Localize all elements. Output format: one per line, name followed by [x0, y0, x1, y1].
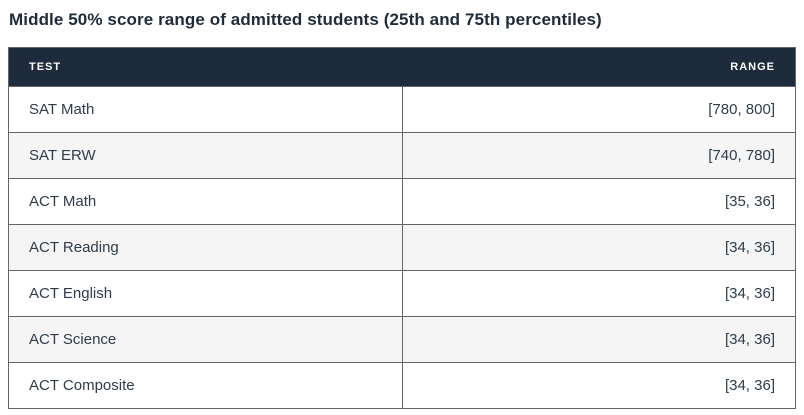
range-cell: [35, 36] — [401, 178, 796, 225]
range-cell: [34, 36] — [401, 270, 796, 317]
range-cell: [34, 36] — [401, 316, 796, 363]
test-cell: ACT Composite — [8, 362, 403, 409]
test-cell: ACT English — [8, 270, 403, 317]
table-body: SAT Math [780, 800] SAT ERW [740, 780] ACT M… — [8, 86, 796, 409]
range-cell: [780, 800] — [401, 86, 796, 133]
test-cell: ACT Science — [8, 316, 403, 363]
table-row: SAT Math [780, 800] — [8, 86, 796, 133]
test-cell: ACT Reading — [8, 224, 403, 271]
score-range-table: TEST RANGE SAT Math [780, 800] SAT ERW [740… — [8, 47, 796, 409]
range-cell: [740, 780] — [401, 132, 796, 179]
range-cell: [34, 36] — [401, 362, 796, 409]
table-row: ACT Reading [34, 36] — [8, 224, 796, 271]
table-row: ACT English [34, 36] — [8, 270, 796, 317]
table-row: ACT Math [35, 36] — [8, 178, 796, 225]
range-cell: [34, 36] — [401, 224, 796, 271]
table-row: ACT Composite [34, 36] — [8, 362, 796, 409]
page-title: Middle 50% score range of admitted stude… — [9, 10, 602, 29]
test-cell: SAT ERW — [8, 132, 403, 179]
column-header-test: TEST — [8, 47, 402, 87]
table-header-row: TEST RANGE — [8, 47, 796, 87]
test-cell: SAT Math — [8, 86, 403, 133]
table-row: ACT Science [34, 36] — [8, 316, 796, 363]
column-header-range: RANGE — [402, 47, 796, 87]
test-cell: ACT Math — [8, 178, 403, 225]
table-row: SAT ERW [740, 780] — [8, 132, 796, 179]
